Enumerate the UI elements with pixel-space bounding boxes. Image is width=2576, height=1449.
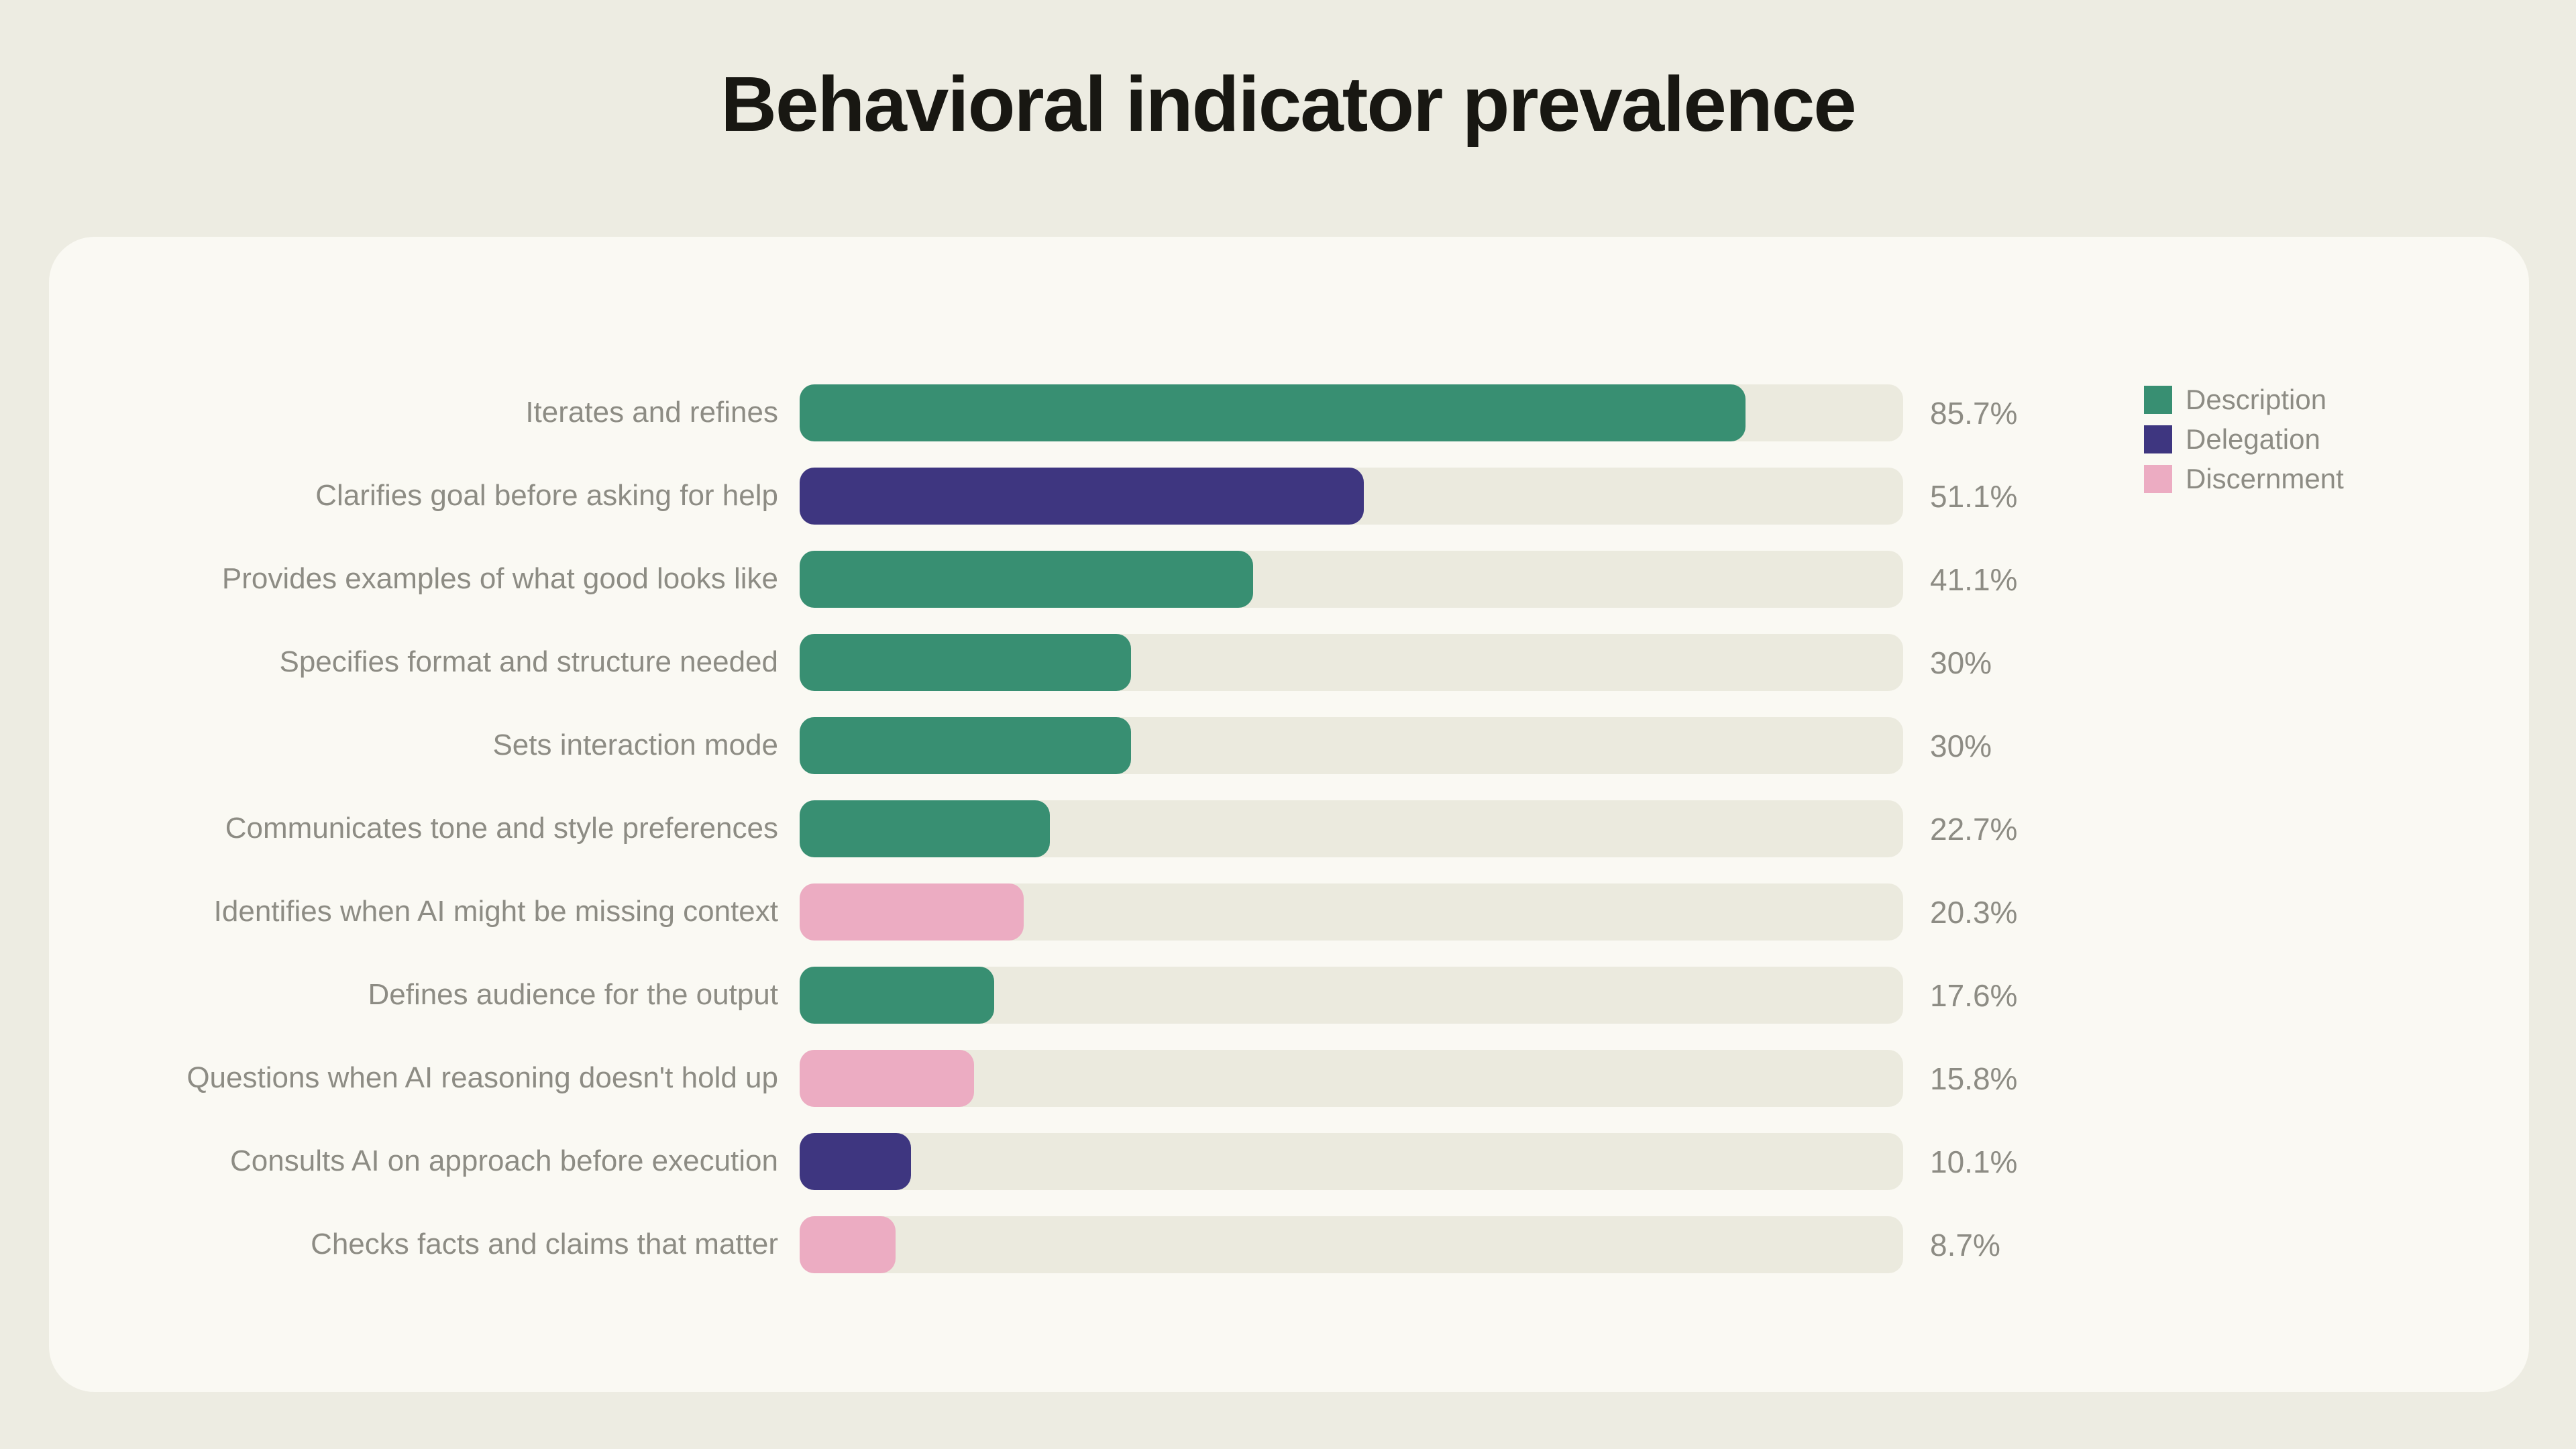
legend-label: Description — [2186, 384, 2327, 415]
bar-category-label: Iterates and refines — [525, 396, 778, 429]
bar-category-label: Specifies format and structure needed — [279, 645, 778, 679]
bar-track — [800, 1050, 1903, 1107]
bar-row: Clarifies goal before asking for help 51.… — [49, 468, 2529, 525]
bar-fill-discernment — [800, 1050, 974, 1107]
bar-fill-description — [800, 634, 1131, 691]
bar-track — [800, 883, 1903, 941]
bar-value-label: 20.3% — [1930, 894, 2018, 930]
bar-category-label: Defines audience for the output — [368, 978, 778, 1012]
bar-track — [800, 468, 1903, 525]
chart-legend: Description Delegation Discernment — [2144, 384, 2344, 494]
bar-track — [800, 1216, 1903, 1273]
bar-category-label: Identifies when AI might be missing cont… — [213, 895, 778, 928]
bar-track — [800, 967, 1903, 1024]
bar-row: Iterates and refines 85.7% — [49, 384, 2529, 441]
bar-value-label: 30% — [1930, 728, 1992, 763]
legend-item-delegation: Delegation — [2144, 423, 2344, 455]
legend-swatch-icon — [2144, 465, 2172, 493]
bar-category-label: Questions when AI reasoning doesn't hold… — [186, 1061, 778, 1095]
legend-swatch-icon — [2144, 386, 2172, 414]
legend-label: Delegation — [2186, 423, 2320, 455]
bar-fill-discernment — [800, 1216, 896, 1273]
legend-item-description: Description — [2144, 384, 2344, 415]
bar-category-label: Communicates tone and style preferences — [225, 812, 778, 845]
bar-fill-description — [800, 551, 1254, 608]
bar-row: Specifies format and structure needed 30% — [49, 634, 2529, 691]
bar-value-label: 22.7% — [1930, 811, 2018, 847]
bar-category-label: Clarifies goal before asking for help — [315, 479, 778, 513]
bar-fill-discernment — [800, 883, 1024, 941]
bar-value-label: 8.7% — [1930, 1227, 2000, 1263]
bar-fill-description — [800, 384, 1746, 441]
bar-row: Provides examples of what good looks lik… — [49, 551, 2529, 608]
bar-fill-description — [800, 717, 1131, 774]
bar-fill-delegation — [800, 468, 1364, 525]
bar-track — [800, 634, 1903, 691]
bar-track — [800, 1133, 1903, 1190]
legend-swatch-icon — [2144, 425, 2172, 453]
bar-track — [800, 717, 1903, 774]
bar-value-label: 41.1% — [1930, 561, 2018, 597]
page-title: Behavioral indicator prevalence — [720, 60, 1857, 148]
bar-value-label: 51.1% — [1930, 478, 2018, 514]
bar-value-label: 30% — [1930, 645, 1992, 680]
chart-card: Iterates and refines 85.7% Clarifies goal … — [49, 237, 2529, 1392]
bar-track — [800, 384, 1903, 441]
legend-label: Discernment — [2186, 463, 2344, 494]
bar-fill-description — [800, 800, 1051, 857]
bar-value-label: 17.6% — [1930, 977, 2018, 1013]
bar-category-label: Sets interaction mode — [492, 729, 778, 762]
bar-row: Consults AI on approach before execution… — [49, 1133, 2529, 1190]
bar-rows-container: Iterates and refines 85.7% Clarifies goal … — [49, 384, 2529, 1273]
bar-category-label: Provides examples of what good looks lik… — [221, 562, 778, 596]
bar-value-label: 10.1% — [1930, 1144, 2018, 1179]
legend-item-discernment: Discernment — [2144, 463, 2344, 494]
bar-track — [800, 800, 1903, 857]
bar-row: Identifies when AI might be missing cont… — [49, 883, 2529, 941]
bar-row: Checks facts and claims that matter 8.7% — [49, 1216, 2529, 1273]
bar-track — [800, 551, 1903, 608]
bar-category-label: Consults AI on approach before execution — [230, 1144, 778, 1178]
bar-row: Defines audience for the output 17.6% — [49, 967, 2529, 1024]
bar-fill-description — [800, 967, 994, 1024]
bar-row: Sets interaction mode 30% — [49, 717, 2529, 774]
bar-value-label: 85.7% — [1930, 395, 2018, 431]
bar-row: Questions when AI reasoning doesn't hold… — [49, 1050, 2529, 1107]
bar-fill-delegation — [800, 1133, 912, 1190]
bar-row: Communicates tone and style preferences 2… — [49, 800, 2529, 857]
bar-category-label: Checks facts and claims that matter — [311, 1228, 778, 1261]
bar-value-label: 15.8% — [1930, 1061, 2018, 1096]
